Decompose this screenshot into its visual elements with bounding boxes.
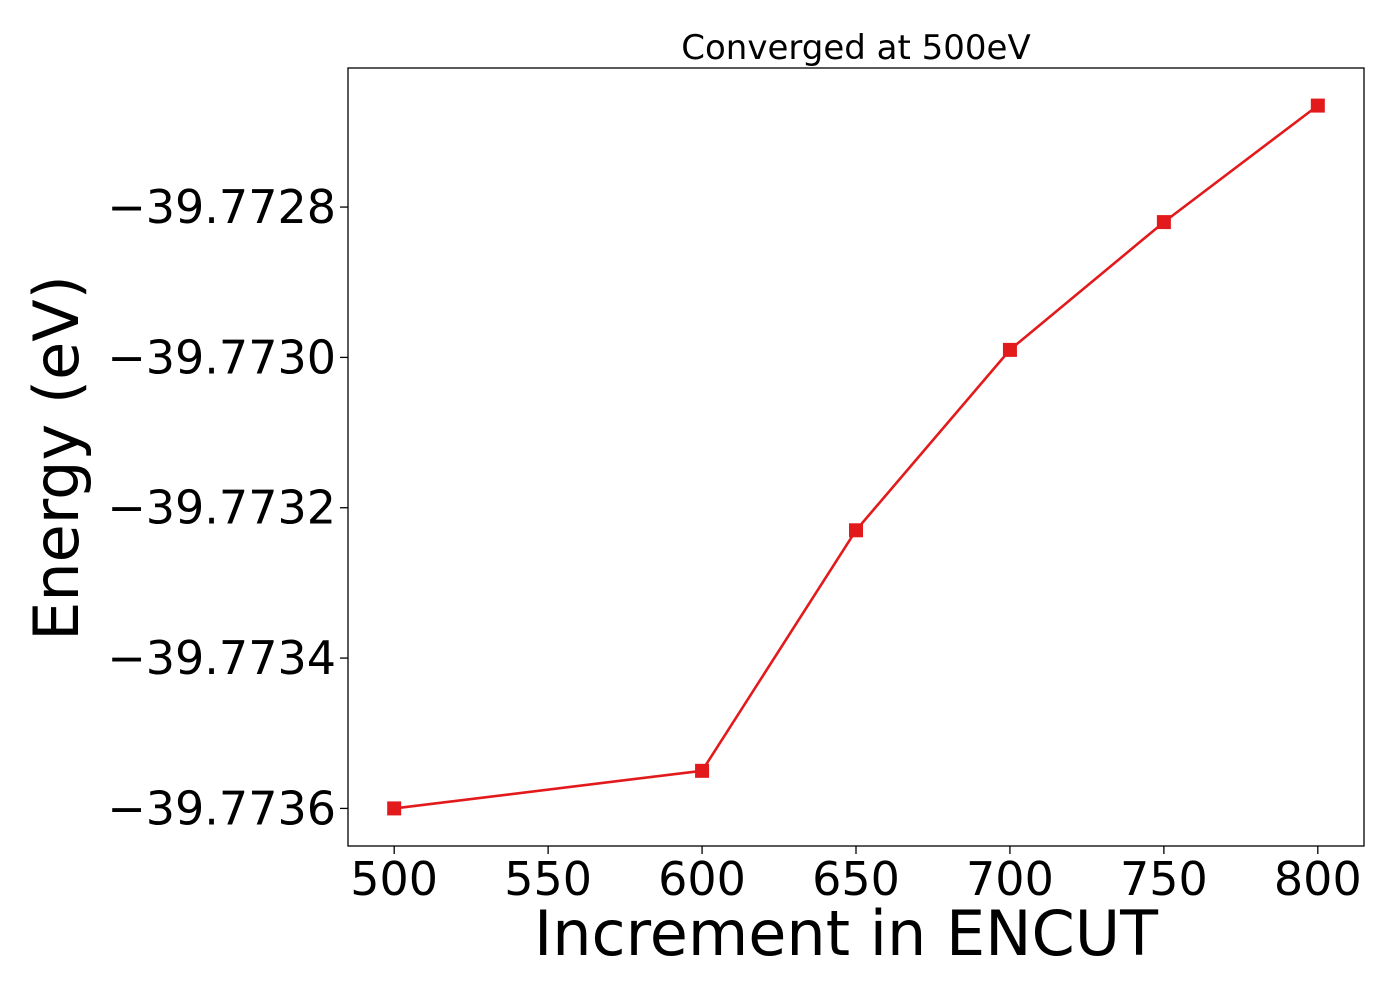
x-tick-label: 650 — [812, 852, 900, 906]
series-line — [394, 104, 1319, 810]
x-tick-label: 500 — [350, 852, 438, 906]
y-tick-label: −39.7736 — [107, 781, 336, 835]
y-tick-label: −39.7730 — [107, 330, 336, 384]
y-axis-label: Energy (eV) — [20, 275, 93, 641]
x-tick-label: 550 — [504, 852, 592, 906]
x-tick-label: 600 — [658, 852, 746, 906]
y-tick-label: −39.7728 — [107, 180, 336, 234]
data-point-marker — [695, 763, 710, 778]
y-axis: −39.7736 −39.7734 −39.7732 −39.7730 −39.7728 — [107, 180, 348, 835]
data-point-marker — [1156, 215, 1171, 230]
data-point-marker — [387, 801, 402, 816]
y-tick-label: −39.7732 — [107, 481, 336, 535]
x-axis: 500 550 600 650 700 750 800 — [350, 846, 1362, 906]
x-tick-label: 700 — [966, 852, 1054, 906]
chart-title: Converged at 500eV — [681, 28, 1030, 68]
data-point-marker — [1002, 342, 1017, 357]
x-tick-label: 800 — [1274, 852, 1362, 906]
x-tick-label: 750 — [1120, 852, 1208, 906]
y-tick-label: −39.7734 — [107, 631, 336, 685]
data-point-marker — [849, 523, 863, 538]
series-layer — [387, 98, 1325, 816]
x-axis-label: Increment in ENCUT — [534, 897, 1159, 970]
data-point-marker — [1310, 98, 1325, 113]
